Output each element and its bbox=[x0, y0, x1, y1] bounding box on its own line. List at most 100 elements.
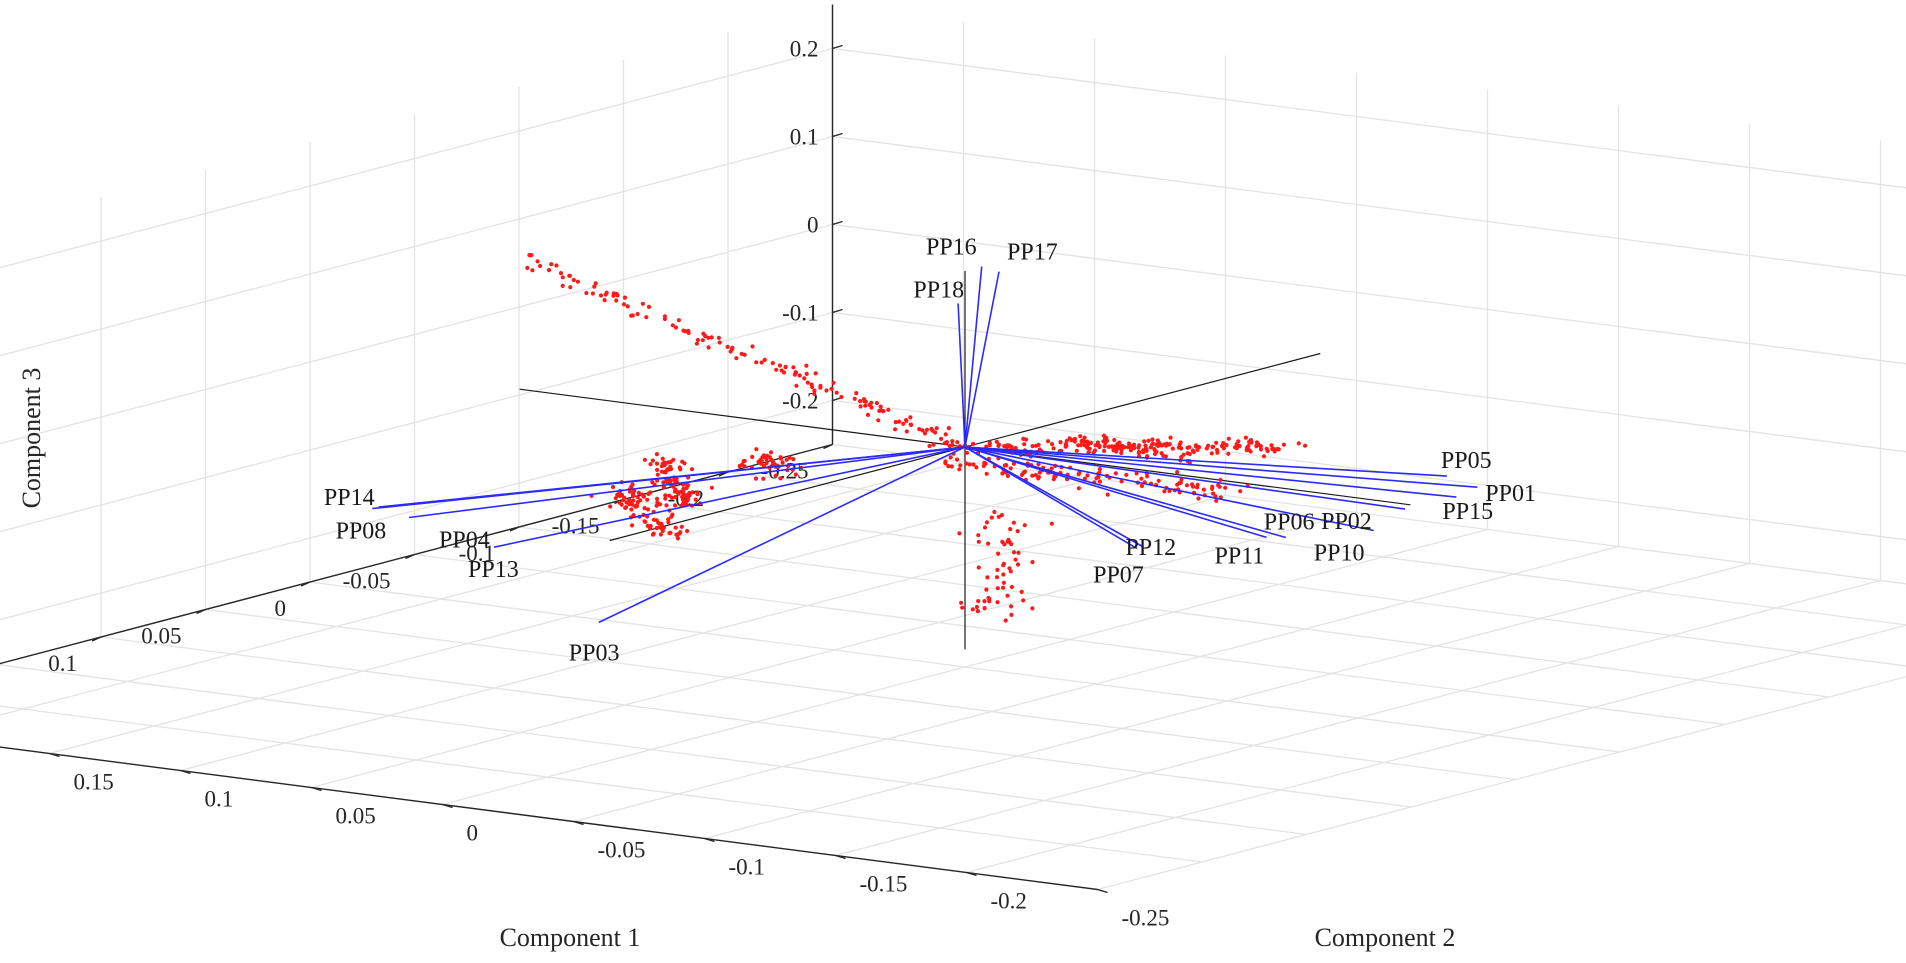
score-point bbox=[709, 485, 715, 490]
score-point bbox=[967, 462, 972, 467]
score-point bbox=[1078, 434, 1083, 439]
score-point bbox=[874, 400, 880, 406]
score-point bbox=[560, 283, 565, 288]
score-point bbox=[678, 467, 683, 472]
score-point bbox=[680, 494, 685, 499]
score-point bbox=[628, 499, 634, 504]
variable-label-pp03: PP03 bbox=[569, 640, 620, 666]
score-point bbox=[1258, 447, 1263, 452]
score-point bbox=[654, 496, 660, 501]
variable-label-pp11: PP11 bbox=[1215, 543, 1265, 569]
score-point bbox=[964, 461, 969, 466]
y-tick-mark bbox=[1097, 888, 1108, 894]
score-point bbox=[1211, 444, 1216, 449]
score-point bbox=[944, 440, 950, 445]
score-point bbox=[1209, 451, 1214, 456]
score-point bbox=[1272, 449, 1277, 454]
score-point bbox=[560, 275, 565, 280]
score-point bbox=[1115, 444, 1120, 449]
grid-line bbox=[832, 47, 1906, 189]
grid-lines bbox=[0, 4, 1906, 891]
score-point bbox=[1211, 491, 1216, 496]
score-point bbox=[1276, 447, 1281, 452]
y-tick-mark bbox=[966, 871, 977, 877]
score-point bbox=[996, 551, 1001, 556]
z-tick-label: -0.2 bbox=[782, 389, 818, 414]
score-point bbox=[1015, 562, 1021, 567]
score-point bbox=[1076, 443, 1081, 448]
score-point bbox=[670, 323, 675, 328]
score-point bbox=[525, 265, 530, 270]
z-axis-title: Component 3 bbox=[17, 368, 46, 509]
score-point bbox=[658, 532, 664, 537]
score-point bbox=[1134, 471, 1139, 476]
score-point bbox=[984, 471, 989, 476]
score-point bbox=[689, 467, 695, 472]
score-point bbox=[661, 480, 666, 485]
score-point bbox=[1196, 445, 1202, 450]
score-point bbox=[662, 316, 668, 322]
loading-vector-pp11 bbox=[964, 446, 1267, 539]
score-point bbox=[1102, 444, 1107, 449]
loading-vector-pp17 bbox=[964, 271, 1000, 448]
score-point bbox=[690, 490, 695, 495]
score-point bbox=[667, 493, 672, 498]
score-point bbox=[706, 335, 711, 340]
score-point bbox=[667, 531, 672, 536]
score-point bbox=[608, 504, 613, 509]
score-point bbox=[635, 495, 640, 500]
score-point bbox=[568, 285, 573, 290]
score-point bbox=[764, 461, 769, 466]
score-point bbox=[1064, 438, 1069, 444]
score-point bbox=[657, 525, 662, 530]
score-point bbox=[675, 536, 681, 541]
score-point bbox=[1281, 442, 1286, 447]
score-point bbox=[804, 363, 809, 368]
score-point bbox=[614, 291, 619, 297]
score-point bbox=[654, 503, 659, 508]
score-point bbox=[901, 421, 906, 426]
score-point bbox=[805, 380, 810, 385]
score-point bbox=[1064, 443, 1069, 448]
score-point bbox=[1216, 483, 1221, 488]
score-point bbox=[976, 565, 981, 570]
score-point bbox=[619, 492, 625, 498]
score-point bbox=[1049, 521, 1054, 526]
score-point bbox=[1079, 439, 1084, 444]
y-tick-mark bbox=[835, 854, 846, 860]
score-point bbox=[1011, 550, 1017, 555]
score-point bbox=[1006, 537, 1011, 542]
score-point bbox=[1097, 467, 1102, 472]
y-tick-label: -0.15 bbox=[860, 872, 908, 897]
score-point bbox=[1092, 448, 1098, 453]
score-point bbox=[1007, 566, 1012, 571]
z-tick-mark bbox=[832, 220, 843, 226]
score-point bbox=[863, 403, 868, 408]
score-point bbox=[987, 596, 992, 601]
score-point bbox=[946, 426, 952, 431]
score-point bbox=[1226, 451, 1231, 456]
score-point bbox=[1179, 477, 1184, 482]
score-point bbox=[644, 315, 649, 320]
score-point bbox=[671, 457, 676, 462]
score-point bbox=[984, 520, 990, 525]
score-point bbox=[1167, 488, 1172, 494]
score-point bbox=[964, 450, 970, 455]
score-point bbox=[1119, 450, 1124, 456]
score-point bbox=[624, 500, 629, 505]
score-point bbox=[750, 344, 755, 349]
score-point bbox=[1046, 439, 1051, 444]
score-point bbox=[994, 575, 1000, 580]
score-point bbox=[631, 492, 636, 497]
score-point bbox=[629, 484, 634, 489]
grid-line bbox=[311, 511, 1357, 789]
score-point bbox=[929, 426, 934, 432]
loading-vector-pp06 bbox=[964, 446, 1287, 539]
score-point bbox=[650, 458, 656, 463]
variable-label-pp17: PP17 bbox=[1007, 240, 1058, 266]
score-point bbox=[982, 606, 987, 611]
score-point bbox=[656, 520, 661, 526]
grid-line bbox=[1097, 676, 1906, 891]
score-point bbox=[1218, 477, 1223, 482]
score-point bbox=[955, 457, 960, 462]
